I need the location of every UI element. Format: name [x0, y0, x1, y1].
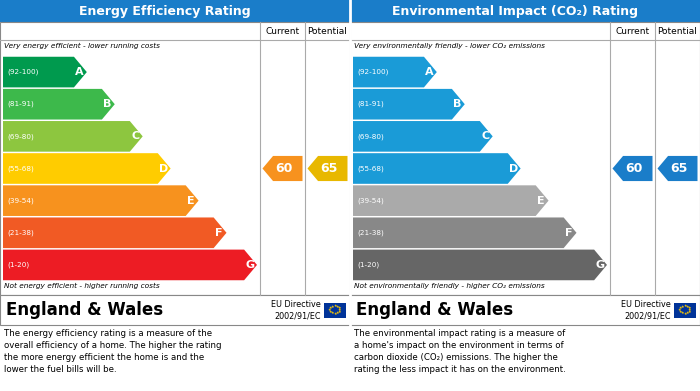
Text: ★: ★: [333, 312, 337, 316]
Polygon shape: [353, 57, 437, 88]
Polygon shape: [307, 156, 347, 181]
Text: Current: Current: [265, 27, 300, 36]
Text: (92-100): (92-100): [7, 69, 38, 75]
Text: ★: ★: [329, 310, 332, 314]
Text: ★: ★: [687, 306, 691, 310]
Text: G: G: [245, 260, 254, 270]
Text: Energy Efficiency Rating: Energy Efficiency Rating: [78, 5, 251, 18]
Text: Current: Current: [615, 27, 650, 36]
Text: Potential: Potential: [657, 27, 697, 36]
Text: England & Wales: England & Wales: [6, 301, 163, 319]
Text: B: B: [103, 99, 111, 109]
Text: Environmental Impact (CO₂) Rating: Environmental Impact (CO₂) Rating: [391, 5, 638, 18]
Bar: [0, 0, 350, 22]
Text: (92-100): (92-100): [357, 69, 388, 75]
Text: C: C: [131, 131, 139, 142]
Polygon shape: [353, 185, 549, 216]
Polygon shape: [3, 249, 257, 280]
Text: C: C: [481, 131, 489, 142]
Text: ★: ★: [330, 305, 335, 308]
Text: ★: ★: [679, 310, 682, 314]
Bar: [674, 303, 696, 317]
Polygon shape: [353, 217, 577, 248]
Bar: [0, 295, 350, 325]
Text: ★: ★: [686, 305, 690, 308]
Text: E: E: [538, 196, 545, 206]
Text: (69-80): (69-80): [7, 133, 34, 140]
Text: The environmental impact rating is a measure of
a home's impact on the environme: The environmental impact rating is a mea…: [354, 329, 566, 375]
Text: A: A: [75, 67, 84, 77]
Bar: [350, 295, 700, 325]
Polygon shape: [657, 156, 697, 181]
Text: (55-68): (55-68): [7, 165, 34, 172]
Text: ★: ★: [686, 312, 690, 316]
Text: (81-91): (81-91): [357, 101, 384, 108]
Polygon shape: [353, 89, 465, 120]
Polygon shape: [3, 89, 115, 120]
Text: ★: ★: [683, 304, 687, 308]
Bar: [350, 22, 700, 295]
Polygon shape: [3, 153, 171, 184]
Text: ★: ★: [329, 306, 332, 310]
Text: Very environmentally friendly - lower CO₂ emissions: Very environmentally friendly - lower CO…: [354, 43, 545, 49]
Text: G: G: [595, 260, 604, 270]
Bar: [324, 303, 346, 317]
Text: (69-80): (69-80): [357, 133, 384, 140]
Text: ★: ★: [330, 312, 335, 316]
Polygon shape: [3, 217, 227, 248]
Text: England & Wales: England & Wales: [356, 301, 513, 319]
Text: Not environmentally friendly - higher CO₂ emissions: Not environmentally friendly - higher CO…: [354, 283, 545, 289]
Polygon shape: [612, 156, 652, 181]
Text: E: E: [188, 196, 195, 206]
Text: ★: ★: [683, 312, 687, 316]
Bar: [350, 0, 700, 22]
Text: Potential: Potential: [307, 27, 347, 36]
Polygon shape: [353, 121, 493, 152]
Text: ★: ★: [336, 312, 340, 316]
Text: (81-91): (81-91): [7, 101, 34, 108]
Text: (39-54): (39-54): [7, 197, 34, 204]
Text: ★: ★: [680, 312, 685, 316]
Text: (21-38): (21-38): [357, 230, 384, 236]
Text: D: D: [159, 163, 168, 174]
Text: ★: ★: [328, 308, 332, 312]
Text: A: A: [425, 67, 434, 77]
Text: Very energy efficient - lower running costs: Very energy efficient - lower running co…: [4, 43, 160, 49]
Text: ★: ★: [338, 308, 342, 312]
Text: ★: ★: [679, 306, 682, 310]
Polygon shape: [3, 185, 199, 216]
Text: The energy efficiency rating is a measure of the
overall efficiency of a home. T: The energy efficiency rating is a measur…: [4, 329, 221, 375]
Polygon shape: [3, 57, 87, 88]
Text: ★: ★: [336, 305, 340, 308]
Text: 60: 60: [625, 162, 643, 175]
Text: ★: ★: [687, 310, 691, 314]
Text: F: F: [216, 228, 223, 238]
Text: B: B: [453, 99, 461, 109]
Text: ★: ★: [333, 304, 337, 308]
Text: (21-38): (21-38): [7, 230, 34, 236]
Text: (1-20): (1-20): [7, 262, 29, 268]
Text: (39-54): (39-54): [357, 197, 384, 204]
Text: 65: 65: [671, 162, 688, 175]
Polygon shape: [262, 156, 302, 181]
Text: ★: ★: [337, 306, 341, 310]
Text: D: D: [509, 163, 518, 174]
Text: 65: 65: [321, 162, 338, 175]
Text: F: F: [566, 228, 573, 238]
Polygon shape: [3, 121, 143, 152]
Text: EU Directive
2002/91/EC: EU Directive 2002/91/EC: [622, 300, 671, 320]
Text: ★: ★: [678, 308, 682, 312]
Text: Not energy efficient - higher running costs: Not energy efficient - higher running co…: [4, 283, 160, 289]
Text: (1-20): (1-20): [357, 262, 379, 268]
Text: ★: ★: [337, 310, 341, 314]
Polygon shape: [353, 249, 607, 280]
Text: 60: 60: [275, 162, 293, 175]
Text: ★: ★: [680, 305, 685, 308]
Polygon shape: [353, 153, 521, 184]
Text: ★: ★: [688, 308, 692, 312]
Bar: [0, 22, 350, 295]
Text: (55-68): (55-68): [357, 165, 384, 172]
Text: EU Directive
2002/91/EC: EU Directive 2002/91/EC: [272, 300, 321, 320]
